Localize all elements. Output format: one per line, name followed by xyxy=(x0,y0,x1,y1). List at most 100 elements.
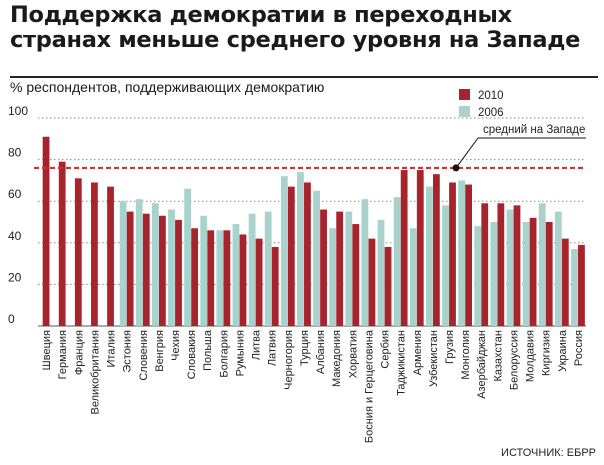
x-tick-label: Казахстан xyxy=(492,330,504,382)
bar-2006 xyxy=(248,213,256,326)
x-tick-label: Швеция xyxy=(41,330,53,370)
x-tick-label: Хорватия xyxy=(347,330,359,378)
bar-2010 xyxy=(287,186,295,326)
bar-2010 xyxy=(142,213,150,326)
bar-2006 xyxy=(425,186,433,326)
x-tick-label: Россия xyxy=(573,330,585,366)
bar-2010 xyxy=(223,230,231,326)
x-tick-label: Армения xyxy=(412,330,424,375)
bar-2010 xyxy=(336,211,344,326)
x-tick-label: Великобритания xyxy=(89,330,101,415)
bar-2006 xyxy=(345,211,353,326)
y-tick-label: 80 xyxy=(8,146,22,160)
bar-2010 xyxy=(126,211,134,326)
bar-2010 xyxy=(175,219,182,326)
bar-2006 xyxy=(442,205,449,326)
bar-2010 xyxy=(432,174,440,326)
bar-2006 xyxy=(490,222,498,326)
legend-label: 2010 xyxy=(478,90,504,102)
bar-2010 xyxy=(191,228,199,326)
bar-2010 xyxy=(449,182,456,326)
y-axis: 0 20 40 60 80 100 xyxy=(8,104,28,326)
x-tick-label: Литва xyxy=(251,329,263,360)
bar-2010 xyxy=(400,170,408,326)
legend: 2010 2006 xyxy=(459,89,504,119)
bar-2006 xyxy=(458,180,466,326)
average-line-label: средний на Западе xyxy=(483,124,585,136)
bar-2006 xyxy=(571,249,578,326)
x-tick-label: Босния и Герцеговина xyxy=(363,329,375,443)
legend-swatch xyxy=(459,106,470,117)
x-tick-label: Белоруссия xyxy=(508,330,520,390)
bar-2006 xyxy=(538,203,546,326)
bar-2006 xyxy=(506,209,514,326)
bar-2006 xyxy=(361,199,369,326)
bar-2010 xyxy=(481,203,489,326)
bar-2006 xyxy=(313,190,320,326)
x-tick-label: Болгария xyxy=(218,330,230,378)
x-tick-label: Монголия xyxy=(460,330,472,380)
x-tick-label: Чехия xyxy=(170,330,182,361)
bar-2006 xyxy=(135,199,143,326)
x-tick-label: Узбекистан xyxy=(428,330,440,387)
bar-2006 xyxy=(522,222,530,326)
average-leader xyxy=(455,137,479,169)
x-tick-label: Эстония xyxy=(122,330,134,373)
chart-title-line-1: Поддержка демократии в переходных xyxy=(10,2,512,28)
x-tick-label: Словения xyxy=(138,330,150,381)
x-tick-label: Турция xyxy=(299,330,311,366)
x-tick-label: Таджикистан xyxy=(396,330,408,396)
bar-2010 xyxy=(207,230,215,326)
legend-swatch xyxy=(459,89,470,100)
western-average-line: средний на Западе xyxy=(34,124,586,172)
x-tick-label: Сербия xyxy=(380,330,392,369)
x-tick-label: Венгрия xyxy=(154,330,166,372)
x-tick-label: Киргизия xyxy=(541,330,553,376)
bar-2010 xyxy=(58,161,66,326)
title-divider xyxy=(10,76,598,78)
bar-2010 xyxy=(545,222,553,326)
x-tick-label: Черногория xyxy=(283,330,295,390)
bar-2010 xyxy=(416,170,424,326)
bar-2010 xyxy=(513,205,521,326)
y-tick-label: 0 xyxy=(8,312,15,326)
x-tick-label: Македония xyxy=(331,330,343,387)
bar-2010 xyxy=(465,184,473,326)
bar-2010 xyxy=(107,186,114,326)
bar-2010 xyxy=(271,246,279,326)
y-tick-label: 20 xyxy=(8,270,22,284)
x-tick-label: Грузия xyxy=(444,330,456,364)
bar-2010 xyxy=(255,238,263,326)
bar-2006 xyxy=(377,219,385,326)
x-tick-label: Молдавия xyxy=(525,330,537,382)
bar-2006 xyxy=(280,176,288,326)
bar-2006 xyxy=(119,201,127,326)
bar-2006 xyxy=(554,211,562,326)
y-tick-label: 60 xyxy=(8,187,22,201)
bar-2010 xyxy=(42,136,50,326)
bar-2006 xyxy=(329,228,337,326)
x-tick-label: Словакия xyxy=(186,330,198,379)
legend-label: 2006 xyxy=(478,107,504,119)
bar-2010 xyxy=(239,234,247,326)
y-tick-label: 100 xyxy=(8,104,28,118)
bars xyxy=(42,136,585,326)
bar-2006 xyxy=(216,230,224,326)
x-axis: Швеция Германия Франция Великобритания Итали… xyxy=(41,329,585,443)
bar-2006 xyxy=(232,224,240,326)
bar-2006 xyxy=(168,209,175,326)
x-tick-label: Италия xyxy=(106,330,118,368)
bar-2006 xyxy=(264,211,272,326)
bar-2010 xyxy=(158,215,166,326)
x-tick-label: Латвия xyxy=(267,330,279,366)
bar-2010 xyxy=(368,238,376,326)
x-tick-label: Румыния xyxy=(234,330,246,376)
bar-2006 xyxy=(297,172,304,326)
y-axis-description: % респондентов, поддерживающих демократи… xyxy=(10,79,325,95)
x-tick-label: Украина xyxy=(557,329,569,372)
bar-2006 xyxy=(200,215,208,326)
bar-2006 xyxy=(184,188,192,326)
bar-2006 xyxy=(393,197,401,326)
bar-2010 xyxy=(352,224,360,326)
x-tick-label: Азербайджан xyxy=(476,330,488,399)
